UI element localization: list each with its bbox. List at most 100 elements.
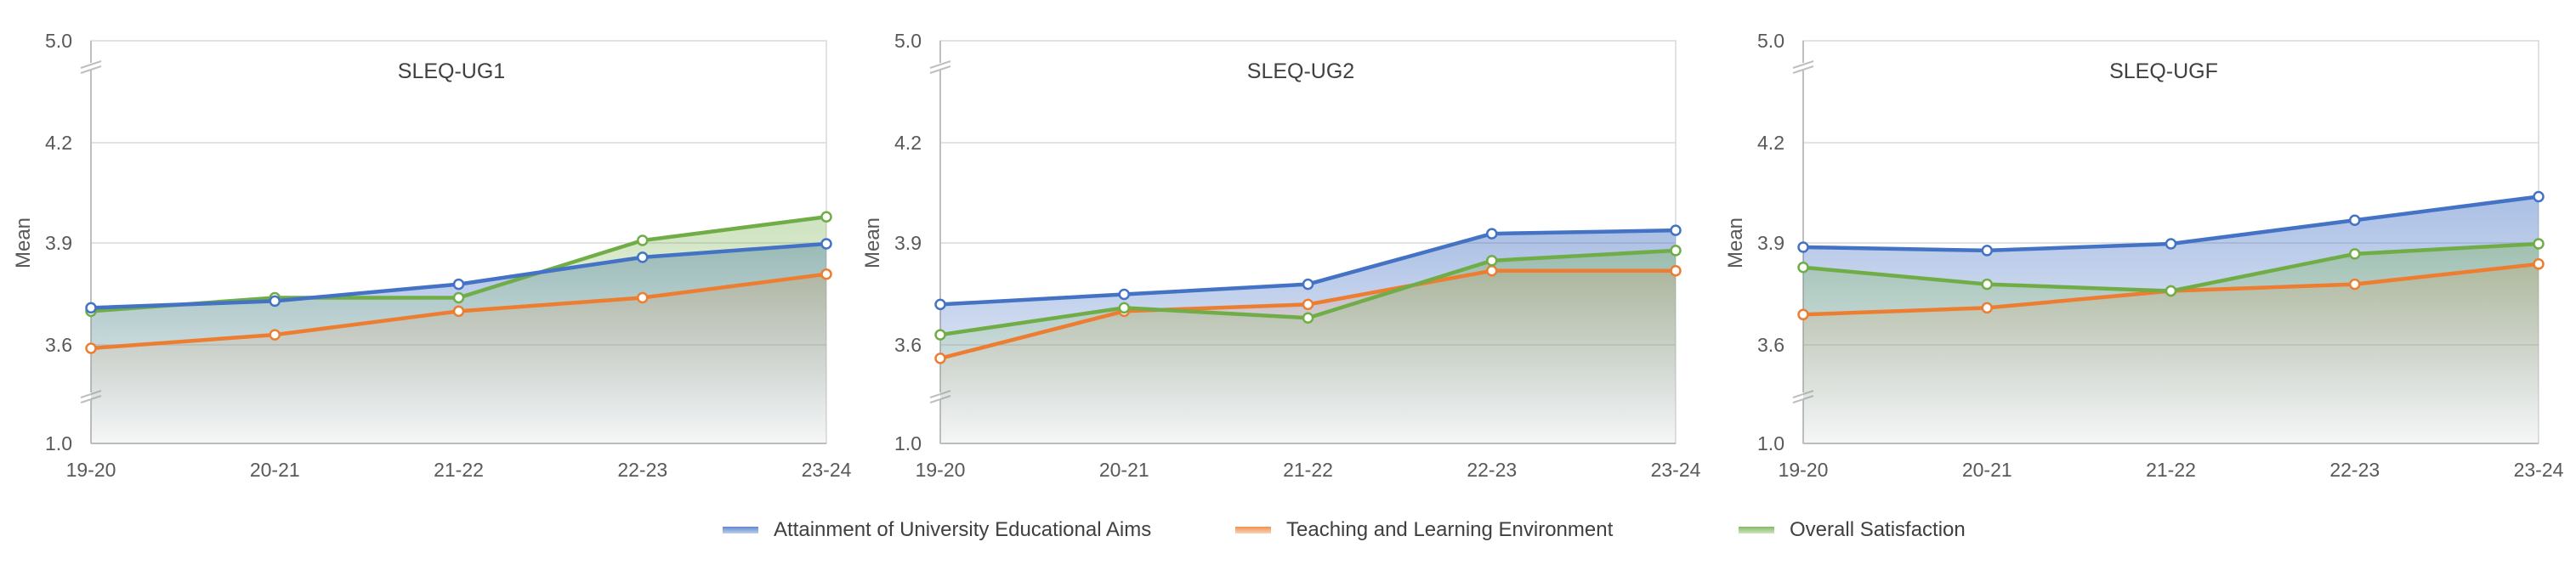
point-attainment[interactable] bbox=[85, 302, 97, 314]
chart-legend: Attainment of University Educational Aim… bbox=[0, 515, 2576, 545]
point-satisfaction[interactable] bbox=[1981, 278, 1993, 291]
point-attainment[interactable] bbox=[1797, 241, 1809, 253]
point-teaching[interactable] bbox=[637, 291, 649, 304]
chart-panel-1: 5.0 4.2 3.9 3.6 1.0 Mean SLEQ-UG1 19-20 20-21 21-… bbox=[12, 30, 852, 481]
legend-swatch-satisfaction bbox=[1739, 527, 1774, 533]
point-satisfaction[interactable] bbox=[2533, 238, 2545, 250]
legend-label-attainment: Attainment of University Educational Aim… bbox=[774, 518, 1152, 541]
x-tick-label: 22-23 bbox=[1467, 459, 1517, 481]
panel-title: SLEQ-UG2 bbox=[1247, 59, 1354, 83]
legend-swatch-teaching bbox=[1235, 527, 1271, 533]
point-attainment[interactable] bbox=[2349, 214, 2361, 226]
y-tick-label: 5.0 bbox=[45, 30, 72, 52]
x-tick-label: 23-24 bbox=[2514, 459, 2564, 481]
panel-title: SLEQ-UG1 bbox=[398, 59, 505, 83]
point-teaching[interactable] bbox=[2349, 278, 2361, 291]
x-tick-label: 22-23 bbox=[617, 459, 667, 481]
point-satisfaction[interactable] bbox=[1670, 245, 1682, 257]
point-satisfaction[interactable] bbox=[1302, 312, 1314, 325]
point-attainment[interactable] bbox=[820, 238, 832, 250]
point-teaching[interactable] bbox=[269, 329, 281, 341]
y-tick-label: 3.6 bbox=[1757, 334, 1784, 356]
chart-panel-3: 5.0 4.2 3.9 3.6 1.0 Mean SLEQ-UGF 19-20 20-21 21-… bbox=[1724, 30, 2564, 481]
point-teaching[interactable] bbox=[1302, 298, 1314, 311]
point-teaching[interactable] bbox=[1486, 264, 1498, 277]
legend-swatch-attainment bbox=[723, 527, 758, 533]
y-axis-title: Mean bbox=[861, 217, 884, 268]
y-tick-label: 3.9 bbox=[1757, 232, 1784, 254]
y-tick-label: 1.0 bbox=[45, 432, 72, 454]
point-teaching[interactable] bbox=[2533, 258, 2545, 270]
axis-break-mark bbox=[1792, 65, 1814, 74]
axis-break-mark bbox=[1792, 60, 1814, 69]
axis-break-mark bbox=[80, 65, 102, 74]
point-attainment[interactable] bbox=[1981, 245, 1993, 257]
point-satisfaction[interactable] bbox=[452, 291, 465, 304]
y-tick-label: 5.0 bbox=[894, 30, 922, 52]
y-tick-label: 1.0 bbox=[894, 432, 922, 454]
chart-panel-2: 5.0 4.2 3.9 3.6 1.0 Mean SLEQ-UG2 19-20 20-21 21-… bbox=[861, 30, 1701, 481]
area-satisfaction bbox=[91, 217, 826, 443]
point-attainment[interactable] bbox=[934, 298, 946, 311]
legend-item-satisfaction[interactable]: Overall Satisfaction bbox=[1739, 515, 1966, 545]
y-tick-label: 4.2 bbox=[1757, 132, 1784, 154]
x-tick-label: 20-21 bbox=[1099, 459, 1149, 481]
axis-break-mark bbox=[929, 60, 951, 69]
x-tick-label: 19-20 bbox=[1779, 459, 1829, 481]
x-tick-label: 22-23 bbox=[2329, 459, 2380, 481]
x-tick-label: 21-22 bbox=[2146, 459, 2196, 481]
point-satisfaction[interactable] bbox=[2165, 285, 2177, 297]
point-satisfaction[interactable] bbox=[1486, 255, 1498, 267]
point-attainment[interactable] bbox=[1302, 278, 1314, 291]
point-attainment[interactable] bbox=[269, 295, 281, 308]
legend-label-satisfaction: Overall Satisfaction bbox=[1790, 518, 1966, 541]
point-satisfaction[interactable] bbox=[1118, 302, 1130, 314]
point-satisfaction[interactable] bbox=[820, 211, 832, 223]
point-attainment[interactable] bbox=[2165, 238, 2177, 250]
point-teaching[interactable] bbox=[1981, 302, 1993, 314]
legend-item-attainment[interactable]: Attainment of University Educational Aim… bbox=[723, 515, 1151, 545]
x-tick-label: 21-22 bbox=[434, 459, 484, 481]
axis-break-mark bbox=[929, 65, 951, 74]
point-attainment[interactable] bbox=[1670, 224, 1682, 236]
area-satisfaction bbox=[1803, 244, 2539, 443]
x-tick-label: 20-21 bbox=[250, 459, 300, 481]
point-satisfaction[interactable] bbox=[637, 234, 649, 246]
axis-break-gap bbox=[81, 63, 101, 70]
x-tick-label: 21-22 bbox=[1283, 459, 1333, 481]
x-tick-label: 19-20 bbox=[66, 459, 116, 481]
point-teaching[interactable] bbox=[934, 353, 946, 364]
point-teaching[interactable] bbox=[1797, 308, 1809, 321]
point-attainment[interactable] bbox=[2533, 190, 2545, 203]
legend-label-teaching: Teaching and Learning Environment bbox=[1286, 518, 1614, 541]
area-satisfaction bbox=[940, 250, 1676, 443]
point-satisfaction[interactable] bbox=[2349, 248, 2361, 260]
y-tick-label: 3.6 bbox=[45, 334, 72, 356]
point-attainment[interactable] bbox=[637, 251, 649, 263]
x-tick-label: 19-20 bbox=[916, 459, 966, 481]
axis-break-gap bbox=[930, 63, 950, 70]
point-teaching[interactable] bbox=[85, 342, 97, 354]
charts-canvas: 5.0 4.2 3.9 3.6 1.0 Mean SLEQ-UG1 19-20 20-21 21-… bbox=[12, 30, 2564, 481]
panel-title: SLEQ-UGF bbox=[2109, 59, 2218, 83]
y-tick-label: 1.0 bbox=[1757, 432, 1784, 454]
point-teaching[interactable] bbox=[1670, 264, 1682, 277]
y-tick-label: 3.9 bbox=[894, 232, 922, 254]
point-satisfaction[interactable] bbox=[1797, 262, 1809, 274]
y-axis-title: Mean bbox=[1724, 217, 1747, 268]
point-attainment[interactable] bbox=[1118, 288, 1130, 301]
point-attainment[interactable] bbox=[452, 278, 465, 291]
y-tick-label: 4.2 bbox=[45, 132, 72, 154]
point-satisfaction[interactable] bbox=[934, 329, 946, 341]
point-attainment[interactable] bbox=[1486, 228, 1498, 240]
point-teaching[interactable] bbox=[452, 305, 465, 318]
y-tick-label: 3.6 bbox=[894, 334, 922, 356]
x-tick-label: 20-21 bbox=[1962, 459, 2012, 481]
x-tick-label: 23-24 bbox=[802, 459, 852, 481]
x-tick-label: 23-24 bbox=[1651, 459, 1701, 481]
point-teaching[interactable] bbox=[820, 268, 832, 280]
axis-break-mark bbox=[80, 60, 102, 69]
y-axis-title: Mean bbox=[12, 217, 35, 268]
legend-item-teaching[interactable]: Teaching and Learning Environment bbox=[1235, 515, 1613, 545]
y-tick-label: 4.2 bbox=[894, 132, 922, 154]
